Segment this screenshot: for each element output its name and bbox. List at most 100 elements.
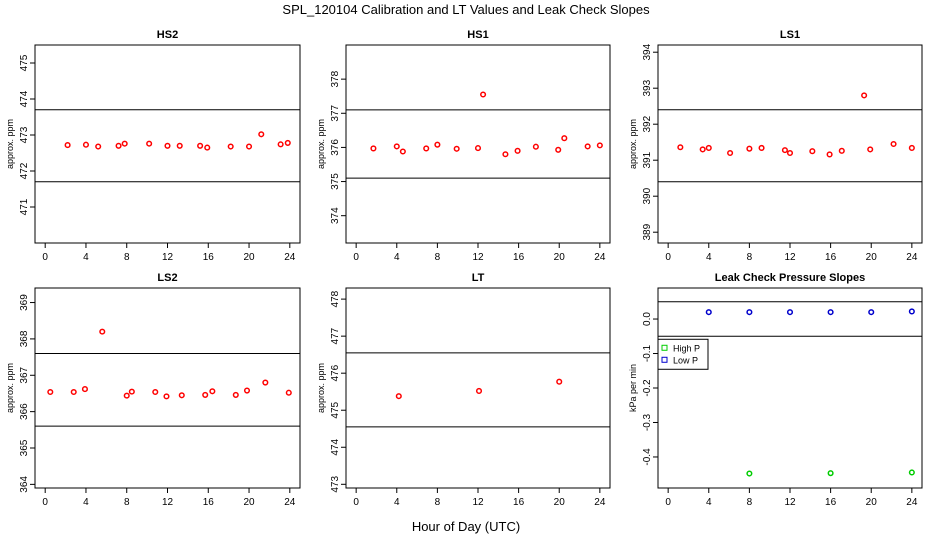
data-point <box>95 143 102 150</box>
data-point <box>152 388 159 396</box>
x-tick-label: 16 <box>513 497 525 508</box>
data-point <box>434 141 441 148</box>
y-tick-label: 393 <box>642 79 653 96</box>
y-tick-label: 389 <box>642 223 653 240</box>
x-tick-label: 12 <box>472 497 484 508</box>
data-point <box>584 143 591 150</box>
data-point <box>677 144 684 151</box>
data-point <box>277 141 284 148</box>
y-tick-label: 367 <box>19 366 30 383</box>
data-point <box>514 147 521 154</box>
x-tick-label: 24 <box>284 497 296 508</box>
data-point <box>245 143 253 150</box>
y-tick-label: 366 <box>19 403 30 420</box>
figure-xlabel: Hour of Day (UTC) <box>412 519 520 534</box>
x-tick-label: 20 <box>866 252 878 263</box>
plot-frame <box>657 287 923 489</box>
x-tick-label: 24 <box>594 252 606 263</box>
data-point <box>81 386 88 393</box>
data-point <box>758 144 765 152</box>
data-point <box>202 391 209 398</box>
data-point <box>209 388 216 395</box>
plot-frame <box>345 287 611 489</box>
data-point <box>197 142 204 149</box>
y-axis-label: approx. ppm <box>5 119 15 169</box>
plot-frame <box>345 44 611 244</box>
data-point <box>227 143 234 150</box>
data-point <box>596 142 603 149</box>
data-point <box>284 139 291 146</box>
y-tick-label: 475 <box>330 401 341 418</box>
panel-title: LS1 <box>780 29 800 41</box>
x-tick-label: 0 <box>42 497 48 508</box>
y-tick-label: 374 <box>330 207 341 224</box>
data-point <box>163 393 170 400</box>
data-point <box>746 145 753 152</box>
data-point <box>475 387 483 395</box>
data-point <box>809 148 816 155</box>
data-point <box>115 142 122 149</box>
data-point <box>370 145 377 152</box>
panel-title: LT <box>472 272 485 284</box>
y-tick-label: 392 <box>642 115 653 132</box>
data-point <box>890 140 897 148</box>
data-point <box>908 308 915 315</box>
x-tick-label: 24 <box>284 252 296 263</box>
data-point <box>164 142 171 149</box>
data-point <box>121 140 128 147</box>
figure-title: SPL_120104 Calibration and LT Values and… <box>282 2 650 17</box>
legend: High P Low P <box>657 338 709 370</box>
x-tick-label: 20 <box>554 252 566 263</box>
x-tick-label: 12 <box>472 252 484 263</box>
data-point <box>399 148 406 155</box>
y-tick-label: -0.3 <box>642 413 653 431</box>
y-tick-label: 368 <box>19 330 30 347</box>
plot-frame <box>657 44 923 244</box>
y-tick-label: -0.2 <box>642 379 653 397</box>
data-point <box>123 392 130 399</box>
data-point <box>474 145 482 152</box>
x-tick-label: 4 <box>83 252 89 263</box>
y-tick-label: 471 <box>19 198 30 215</box>
data-point <box>64 142 71 149</box>
legend-marker <box>661 356 668 363</box>
x-tick-label: 8 <box>124 497 130 508</box>
data-point <box>786 309 794 316</box>
x-tick-label: 0 <box>665 497 671 508</box>
data-point <box>861 92 868 99</box>
x-tick-label: 8 <box>747 497 753 508</box>
data-point <box>727 149 734 157</box>
x-tick-label: 4 <box>394 252 400 263</box>
chart-panel-3: LS2 0 4 8 12 16 20 24 364 365 366 367 368 369 approx. … <box>5 272 301 508</box>
data-point <box>128 388 135 395</box>
x-tick-label: 20 <box>243 252 255 263</box>
y-tick-label: 472 <box>19 162 30 179</box>
x-tick-label: 16 <box>203 497 215 508</box>
data-point <box>204 144 211 151</box>
data-point <box>146 140 153 147</box>
y-tick-label: 477 <box>330 327 341 344</box>
chart-panel-2: LS1 0 4 8 12 16 20 24 389 390 391 392 393 394 approx. … <box>628 29 923 263</box>
y-tick-label: 364 <box>19 476 30 493</box>
data-point <box>82 141 90 148</box>
x-tick-label: 4 <box>83 497 89 508</box>
y-tick-label: -0.4 <box>642 448 653 466</box>
y-axis-label: approx. ppm <box>316 119 326 169</box>
data-point <box>868 309 875 316</box>
y-axis-label: approx. ppm <box>316 363 326 413</box>
data-point <box>395 393 402 400</box>
y-tick-label: 377 <box>330 104 341 121</box>
x-tick-label: 8 <box>435 252 441 263</box>
x-tick-label: 12 <box>162 497 174 508</box>
x-tick-label: 24 <box>906 252 918 263</box>
data-point <box>781 147 788 154</box>
chart-panel-4: LT 0 4 8 12 16 20 24 473 474 475 476 477 478 approx. p… <box>316 272 611 508</box>
data-point <box>826 151 833 158</box>
x-tick-label: 24 <box>906 497 918 508</box>
x-tick-label: 8 <box>747 252 753 263</box>
data-point <box>232 391 239 398</box>
y-tick-label: 474 <box>330 438 341 455</box>
data-point <box>908 144 915 152</box>
x-tick-label: 0 <box>42 252 48 263</box>
plot-frame <box>34 287 301 489</box>
